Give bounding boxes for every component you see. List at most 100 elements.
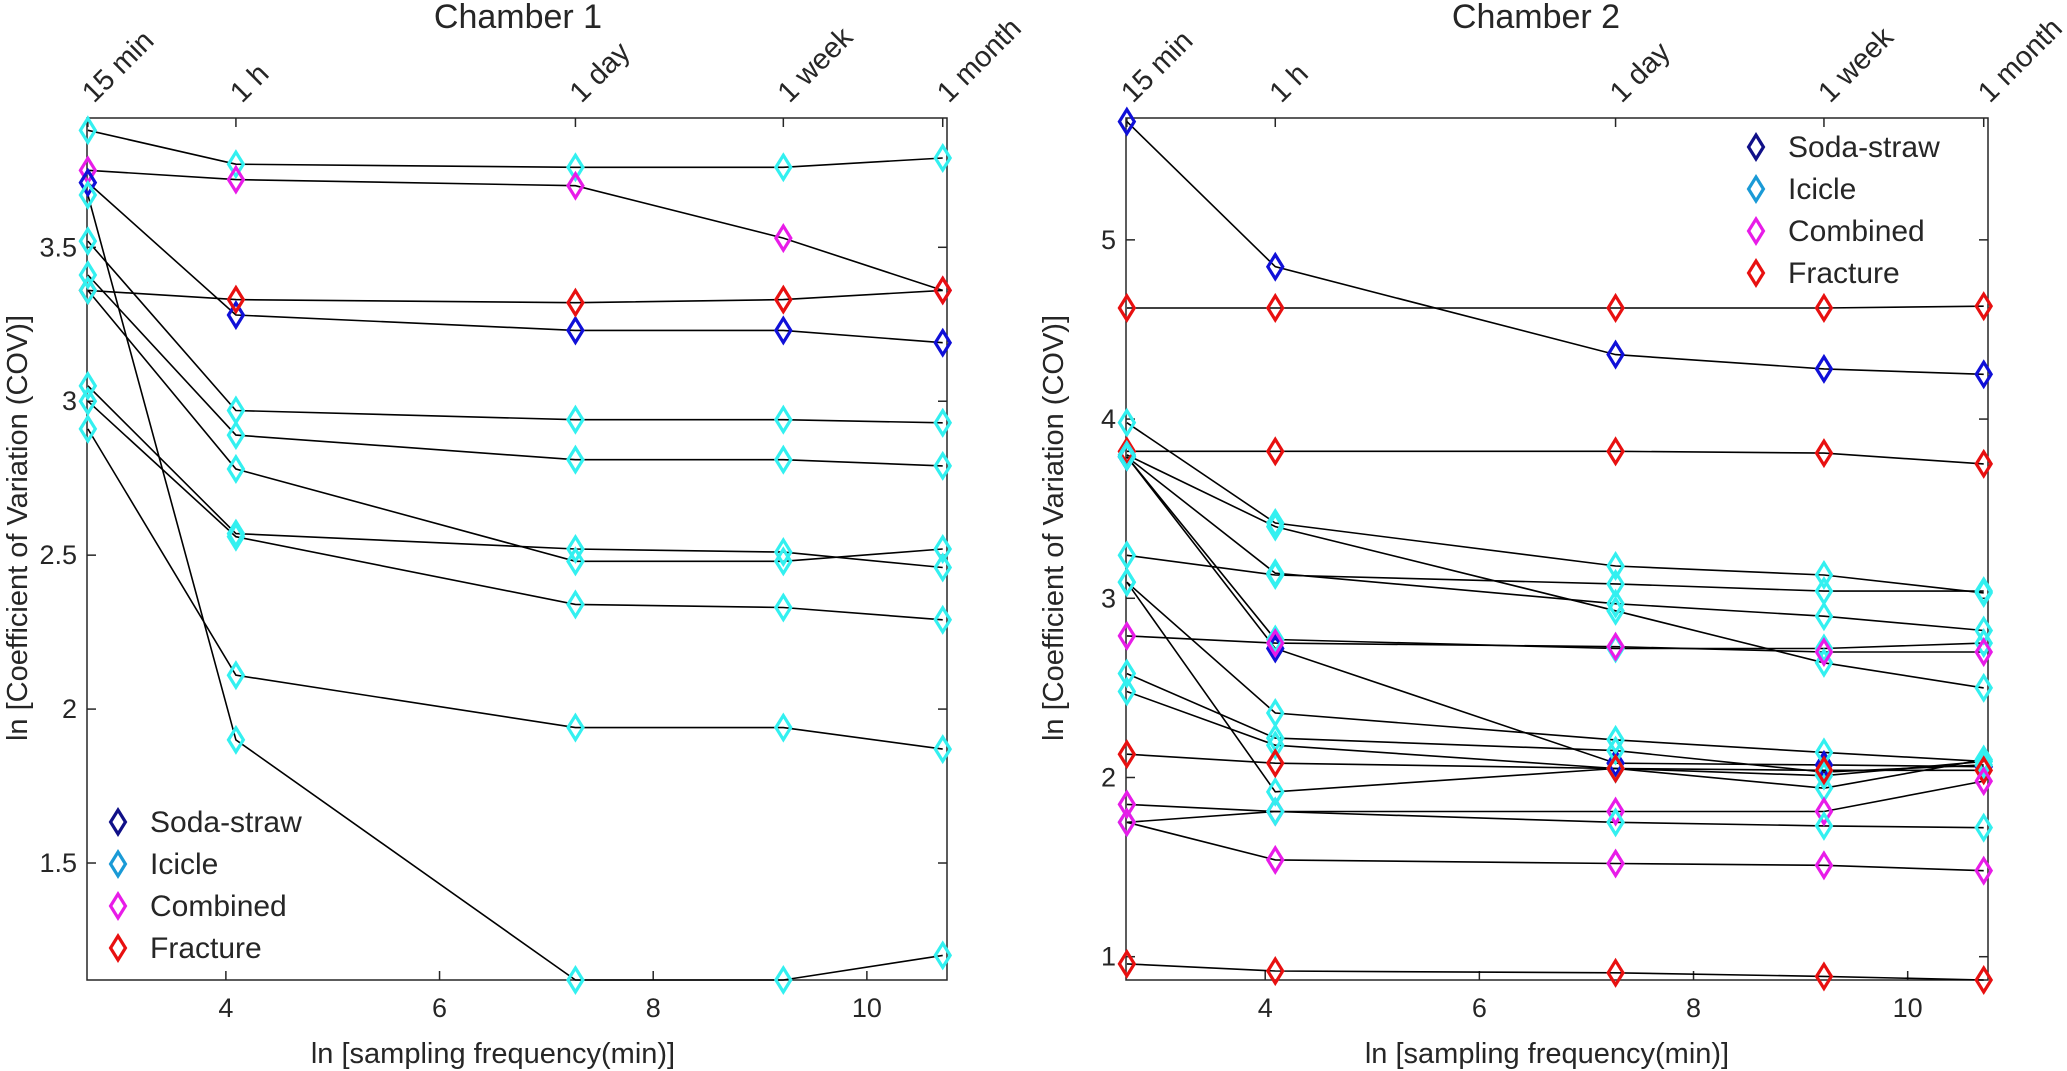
- series-line: [87, 289, 943, 304]
- data-point-icicle: [1265, 624, 1285, 655]
- series-line: [1126, 456, 1984, 768]
- data-point-icicle: [1265, 796, 1285, 827]
- data-point-icicle: [1265, 511, 1285, 542]
- data-point-fracture: [1265, 292, 1285, 323]
- data-point-icicle: [774, 404, 793, 435]
- data-point-icicle: [1117, 407, 1137, 438]
- data-point-icicle: [1117, 441, 1137, 472]
- data-point-fracture: [933, 275, 953, 306]
- x-tick-label: 10: [1893, 993, 1923, 1023]
- data-point-soda-straw: [1606, 339, 1625, 370]
- data-point-icicle: [1974, 672, 1994, 703]
- data-point-icicle: [1814, 559, 1834, 591]
- data-point-soda-straw: [1265, 251, 1285, 282]
- x-tick-label: 4: [218, 993, 233, 1023]
- data-point-icicle: [1974, 746, 1994, 777]
- legend-label: Fracture: [150, 932, 262, 965]
- y-tick-label: 2.5: [39, 540, 77, 570]
- data-point-icicle: [1606, 724, 1625, 755]
- data-point-fracture: [1117, 948, 1137, 979]
- data-point-combined: [1117, 789, 1137, 820]
- data-point-icicle: [1814, 633, 1834, 664]
- data-point-soda-straw: [78, 167, 98, 198]
- legend-label: Combined: [150, 890, 287, 923]
- x-tick-label: 8: [1686, 993, 1701, 1023]
- series-line: [1126, 121, 1984, 376]
- data-point-fracture: [1117, 292, 1137, 323]
- chamber-2-panel: Chamber 2 ln [sampling frequency(min)] l…: [1038, 0, 2067, 1070]
- legend-marker-soda-straw: [108, 806, 128, 838]
- legend-marker-combined: [108, 890, 128, 922]
- data-point-combined: [1265, 844, 1285, 875]
- data-point-combined: [1974, 855, 1994, 886]
- data-point-combined: [1265, 628, 1285, 659]
- series-line: [1126, 450, 1984, 465]
- series-line: [87, 194, 943, 981]
- y-tick-label: 1.5: [39, 848, 77, 878]
- y-tick-label: 3: [62, 386, 77, 416]
- data-point-combined: [1117, 807, 1137, 838]
- series-line: [1126, 581, 1984, 763]
- data-point-soda-straw: [774, 315, 793, 346]
- data-point-icicle: [1974, 628, 1994, 659]
- x-tick-label: 4: [1258, 993, 1273, 1023]
- series-line: [1126, 456, 1984, 650]
- data-point-icicle: [933, 142, 953, 174]
- data-point-combined: [566, 170, 585, 201]
- data-point-combined: [1814, 796, 1834, 827]
- plot-frame: [1125, 117, 1989, 981]
- data-point-fracture: [1606, 292, 1625, 323]
- data-point-icicle: [78, 386, 98, 417]
- data-point-icicle: [78, 413, 98, 444]
- chamber-2-ylabel: ln [Coefficient of Variation (COV)]: [1038, 315, 1070, 741]
- data-point-soda-straw: [226, 299, 246, 331]
- data-point-icicle: [78, 226, 98, 257]
- series-line: [87, 274, 943, 467]
- data-point-fracture: [1606, 436, 1625, 467]
- y-tick-label: 2: [62, 694, 77, 724]
- data-point-icicle: [933, 940, 953, 971]
- data-point-soda-straw: [933, 327, 953, 358]
- data-point-fracture: [1606, 753, 1625, 784]
- data-point-fracture: [1974, 291, 1994, 322]
- series-line: [87, 400, 943, 621]
- series-line: [1126, 581, 1984, 793]
- data-point-icicle: [1974, 576, 1994, 607]
- series-line: [1126, 454, 1984, 689]
- data-point-combined: [226, 164, 246, 195]
- data-point-icicle: [226, 724, 246, 755]
- series-line: [1126, 963, 1984, 981]
- data-point-fracture: [1265, 748, 1285, 779]
- x-tick-label: 6: [1472, 993, 1487, 1023]
- data-point-combined: [1814, 850, 1834, 881]
- top-tick-label: 15 min: [1115, 25, 1199, 109]
- data-point-icicle: [78, 259, 98, 291]
- data-point-soda-straw: [1606, 748, 1625, 779]
- series-line: [1126, 821, 1984, 872]
- data-point-soda-straw: [566, 315, 585, 346]
- data-point-icicle: [226, 521, 246, 552]
- chamber-1-title: Chamber 1: [434, 0, 602, 36]
- data-point-icicle: [1117, 567, 1137, 598]
- data-point-icicle: [78, 275, 98, 306]
- chamber-1-xlabel: ln [sampling frequency(min)]: [311, 1038, 675, 1070]
- top-tick-label: 1 week: [772, 21, 860, 109]
- data-point-icicle: [566, 152, 585, 183]
- top-tick-label: 1 month: [1972, 12, 2067, 109]
- data-point-combined: [1606, 796, 1625, 827]
- series-line: [1126, 753, 1984, 772]
- data-point-icicle: [226, 149, 246, 180]
- data-point-icicle: [1117, 658, 1137, 689]
- legend-label: Soda-straw: [1788, 131, 1940, 164]
- y-tick-label: 5: [1101, 225, 1116, 255]
- data-point-icicle: [566, 533, 585, 565]
- data-point-icicle: [226, 660, 246, 691]
- data-point-icicle: [933, 734, 953, 765]
- data-point-combined: [1606, 631, 1625, 662]
- data-point-icicle: [1814, 810, 1834, 841]
- data-point-fracture: [1814, 438, 1834, 469]
- series-line: [1126, 554, 1984, 592]
- data-point-icicle: [774, 592, 793, 623]
- data-point-icicle: [1606, 568, 1625, 599]
